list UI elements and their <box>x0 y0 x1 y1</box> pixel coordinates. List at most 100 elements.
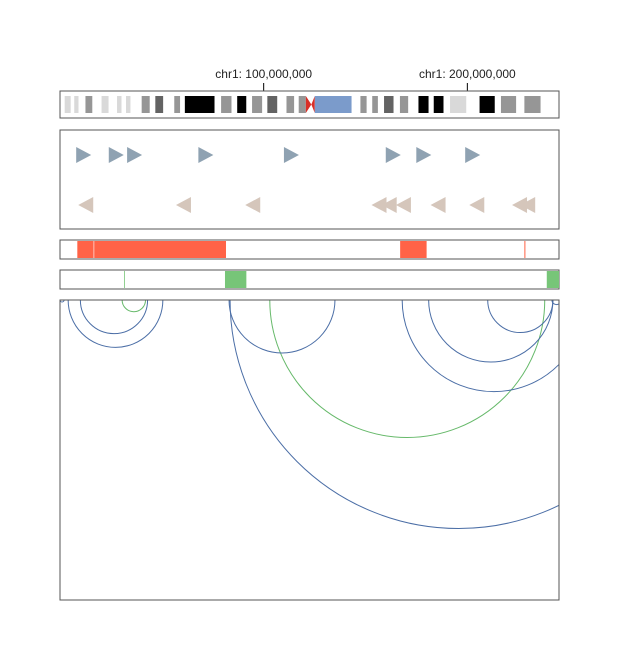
reverse-gene-marker <box>395 197 411 213</box>
arc-link-blue <box>67 300 164 348</box>
band-gneg <box>377 96 385 113</box>
forward-gene-marker <box>76 147 92 163</box>
forward-gene-marker <box>108 147 124 163</box>
region-interval-red <box>94 241 226 258</box>
reverse-gene-marker <box>175 197 191 213</box>
band-gneg <box>428 96 434 113</box>
band-gpos50 <box>286 96 295 113</box>
region-interval-red <box>524 241 526 258</box>
band-gneg <box>108 96 118 113</box>
band-gpos75 <box>155 96 164 113</box>
band-gneg <box>262 96 268 113</box>
band-gpos75 <box>267 96 278 113</box>
band-gpos50 <box>221 96 232 113</box>
reverse-gene-marker <box>371 197 387 213</box>
region-interval-green <box>124 271 125 288</box>
gene-track <box>59 129 560 230</box>
band-gpos100 <box>184 96 215 113</box>
band-gneg <box>393 96 400 113</box>
tick-label-100m: chr1: 100,000,000 <box>215 67 312 81</box>
arc-link-green <box>269 300 546 438</box>
band-gneg <box>494 96 501 113</box>
band-gpos100 <box>479 96 495 113</box>
band-gneg <box>231 96 238 113</box>
reverse-gene-marker <box>245 197 261 213</box>
region-interval-green <box>224 271 247 288</box>
band-gpos50 <box>141 96 150 113</box>
reverse-gene-marker <box>469 197 485 213</box>
band-gpos100 <box>433 96 444 113</box>
band-gpos25 <box>117 96 122 113</box>
band-gpos100 <box>418 96 429 113</box>
reverse-gene-marker <box>520 197 536 213</box>
band-gneg <box>149 96 156 113</box>
arc-track-background <box>60 300 559 600</box>
forward-gene-marker <box>198 147 214 163</box>
band-gneg <box>92 96 102 113</box>
arc-track <box>59 299 560 601</box>
band-gpos25 <box>101 96 109 113</box>
band-gpos50 <box>399 96 409 113</box>
band-gpos25 <box>125 96 131 113</box>
region-track-red <box>59 239 560 260</box>
band-gpos50 <box>360 96 367 113</box>
ideogram-track: chr1: 100,000,000 chr1: 200,000,000 <box>59 67 560 119</box>
band-gneg <box>277 96 287 113</box>
region-track-green-frame <box>59 269 560 290</box>
arc-link-blue <box>229 300 559 530</box>
arc-link-blue <box>79 300 149 335</box>
ideogram-ticks: chr1: 100,000,000 chr1: 200,000,000 <box>215 67 516 91</box>
region-track-green-intervals <box>124 271 559 288</box>
band-gneg <box>366 96 373 113</box>
band-gneg <box>408 96 419 113</box>
band-gpos50 <box>298 96 306 113</box>
arc-link-blue <box>428 300 554 363</box>
reverse-gene-marker <box>78 197 94 213</box>
band-gpos50 <box>174 96 181 113</box>
band-gneg <box>70 96 75 113</box>
band-gneg <box>180 96 185 113</box>
arc-link-blue <box>401 300 559 393</box>
arc-track-frame <box>59 299 560 601</box>
band-gvar <box>314 96 352 113</box>
forward-gene-marker <box>465 147 481 163</box>
band-gpos25 <box>450 96 467 113</box>
arc-links <box>60 300 559 530</box>
band-gneg <box>246 96 253 113</box>
band-gpos50 <box>85 96 93 113</box>
band-gpos75 <box>384 96 394 113</box>
region-interval-red <box>77 241 94 258</box>
forward-gene-marker <box>385 147 401 163</box>
band-gpos25 <box>64 96 71 113</box>
tick-label-200m: chr1: 200,000,000 <box>419 67 516 81</box>
centromere-q <box>311 96 315 113</box>
region-interval-green <box>546 271 559 288</box>
arc-link-blue <box>551 300 559 306</box>
forward-gene-marker <box>416 147 432 163</box>
forward-gene-marker <box>283 147 299 163</box>
band-gneg <box>540 96 559 113</box>
band-gpos25 <box>74 96 79 113</box>
band-gneg <box>121 96 126 113</box>
forward-gene-marker <box>127 147 143 163</box>
reverse-gene-marker <box>430 197 446 213</box>
band-gpos50 <box>524 96 541 113</box>
band-gneg <box>163 96 175 113</box>
arc-link-green <box>121 300 147 313</box>
band-gneg <box>130 96 142 113</box>
chromosome-bands <box>60 96 559 113</box>
region-track-red-intervals <box>77 241 526 258</box>
band-gneg <box>214 96 222 113</box>
reverse-gene-marker <box>512 197 528 213</box>
band-gneg <box>60 96 65 113</box>
band-gneg <box>294 96 299 113</box>
band-gneg <box>466 96 480 113</box>
band-gpos100 <box>237 96 247 113</box>
reverse-gene-marker <box>381 197 397 213</box>
band-gneg <box>516 96 525 113</box>
arc-link-blue <box>487 300 554 334</box>
band-gpos50 <box>500 96 517 113</box>
band-gpos50 <box>372 96 378 113</box>
arc-link-blue <box>228 300 336 354</box>
